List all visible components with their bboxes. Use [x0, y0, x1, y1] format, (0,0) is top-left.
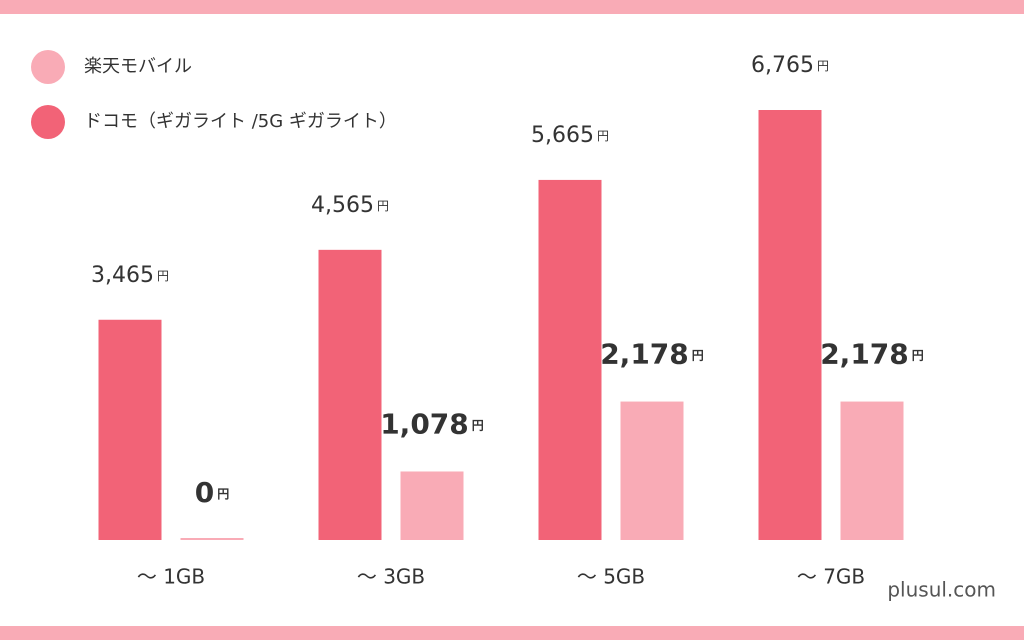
bar: [180, 538, 244, 540]
legend-swatch: [31, 50, 65, 84]
value-label: 6,765 円: [751, 53, 829, 78]
value-unit: 円: [597, 128, 609, 142]
value-number: 4,565: [311, 193, 374, 218]
value-unit: 円: [377, 198, 389, 212]
top-band: [0, 0, 1024, 14]
bottom-band: [0, 626, 1024, 640]
value-unit: 円: [157, 268, 169, 282]
value-label: 1,078 円: [380, 407, 484, 440]
value-label: 3,465 円: [91, 263, 169, 288]
value-unit: 円: [472, 418, 484, 432]
legend-label: 楽天モバイル: [84, 56, 192, 77]
value-unit: 円: [217, 487, 229, 501]
value-unit: 円: [912, 348, 924, 362]
value-label: 5,665 円: [531, 123, 609, 148]
x-tick-label: ～ 7GB: [797, 565, 865, 589]
bar: [758, 110, 822, 540]
bar: [620, 401, 684, 540]
legend-label: ドコモ（ギガライト /5G ギガライト）: [84, 111, 397, 132]
bar: [98, 319, 162, 540]
value-label: 4,565 円: [311, 193, 389, 218]
value-number: 2,178: [600, 338, 689, 371]
value-number: 2,178: [820, 338, 909, 371]
x-tick-label: ～ 3GB: [357, 565, 425, 589]
value-unit: 円: [817, 59, 829, 73]
bar: [538, 179, 602, 540]
value-number: 5,665: [531, 123, 594, 148]
x-tick-label: ～ 5GB: [577, 565, 645, 589]
x-tick-label: ～ 1GB: [137, 565, 205, 589]
value-unit: 円: [692, 348, 704, 362]
value-label: 2,178 円: [820, 338, 924, 371]
value-number: 6,765: [751, 53, 814, 78]
bar: [318, 249, 382, 540]
watermark: plusul.com: [887, 578, 996, 602]
bar: [400, 471, 464, 540]
value-number: 1,078: [380, 407, 469, 440]
legend-swatch: [31, 105, 65, 139]
value-number: 0: [195, 476, 214, 509]
value-number: 3,465: [91, 263, 154, 288]
bar: [840, 401, 904, 540]
value-label: 2,178 円: [600, 338, 704, 371]
